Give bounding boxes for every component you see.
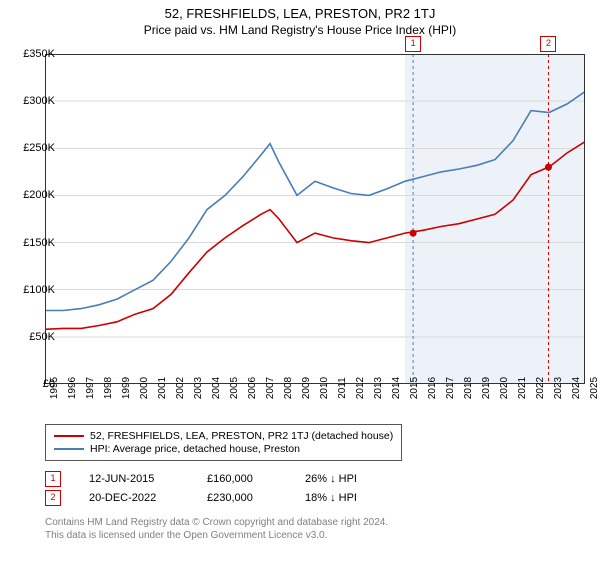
txn-date: 12-JUN-2015 — [89, 473, 179, 485]
x-tick-label: 2014 — [391, 377, 402, 399]
txn-delta: 18% ↓ HPI — [305, 492, 357, 504]
x-tick-label: 2020 — [499, 377, 510, 399]
y-tick-label: £50K — [29, 331, 55, 343]
chart-plot-area — [45, 54, 585, 384]
y-tick-label: £150K — [23, 237, 55, 249]
x-tick-label: 1997 — [85, 377, 96, 399]
chart-subtitle: Price paid vs. HM Land Registry's House … — [0, 23, 600, 37]
legend-swatch-paid — [54, 435, 84, 437]
y-tick-label: £350K — [23, 48, 55, 60]
marker-1: 1 — [45, 471, 61, 487]
txn-delta: 26% ↓ HPI — [305, 473, 357, 485]
y-tick-label: £300K — [23, 95, 55, 107]
chart-title: 52, FRESHFIELDS, LEA, PRESTON, PR2 1TJ — [0, 6, 600, 21]
x-tick-label: 2006 — [247, 377, 258, 399]
x-tick-label: 2018 — [463, 377, 474, 399]
x-tick-label: 1999 — [121, 377, 132, 399]
x-tick-label: 2011 — [337, 377, 348, 399]
x-tick-label: 2008 — [283, 377, 294, 399]
y-tick-label: £250K — [23, 142, 55, 154]
legend-swatch-hpi — [54, 448, 84, 450]
x-tick-label: 2022 — [535, 377, 546, 399]
x-tick-label: 1998 — [103, 377, 114, 399]
table-row: 2 20-DEC-2022 £230,000 18% ↓ HPI — [45, 490, 357, 506]
x-tick-label: 2005 — [229, 377, 240, 399]
x-tick-label: 2013 — [373, 377, 384, 399]
legend: 52, FRESHFIELDS, LEA, PRESTON, PR2 1TJ (… — [45, 424, 402, 461]
footnote: Contains HM Land Registry data © Crown c… — [45, 516, 388, 542]
x-tick-label: 2019 — [481, 377, 492, 399]
y-tick-label: £200K — [23, 189, 55, 201]
callout-marker: 1 — [405, 36, 421, 52]
callout-marker: 2 — [540, 36, 556, 52]
legend-label-paid: 52, FRESHFIELDS, LEA, PRESTON, PR2 1TJ (… — [90, 430, 393, 442]
x-tick-label: 2025 — [589, 377, 600, 399]
x-tick-label: 2009 — [301, 377, 312, 399]
x-tick-label: 2016 — [427, 377, 438, 399]
x-tick-label: 1995 — [49, 377, 60, 399]
x-tick-label: 2017 — [445, 377, 456, 399]
x-tick-label: 2024 — [571, 377, 582, 399]
x-tick-label: 2021 — [517, 377, 528, 399]
x-tick-label: 2001 — [157, 377, 168, 399]
x-tick-label: 1996 — [67, 377, 78, 399]
x-tick-label: 2003 — [193, 377, 204, 399]
legend-label-hpi: HPI: Average price, detached house, Pres… — [90, 443, 300, 455]
transactions-table: 1 12-JUN-2015 £160,000 26% ↓ HPI 2 20-DE… — [45, 468, 357, 509]
txn-date: 20-DEC-2022 — [89, 492, 179, 504]
table-row: 1 12-JUN-2015 £160,000 26% ↓ HPI — [45, 471, 357, 487]
x-tick-label: 2000 — [139, 377, 150, 399]
txn-price: £160,000 — [207, 473, 277, 485]
x-tick-label: 2004 — [211, 377, 222, 399]
x-tick-label: 2015 — [409, 377, 420, 399]
marker-2: 2 — [45, 490, 61, 506]
x-tick-label: 2023 — [553, 377, 564, 399]
txn-price: £230,000 — [207, 492, 277, 504]
x-tick-label: 2012 — [355, 377, 366, 399]
x-tick-label: 2007 — [265, 377, 276, 399]
x-tick-label: 2010 — [319, 377, 330, 399]
y-tick-label: £100K — [23, 284, 55, 296]
x-tick-label: 2002 — [175, 377, 186, 399]
